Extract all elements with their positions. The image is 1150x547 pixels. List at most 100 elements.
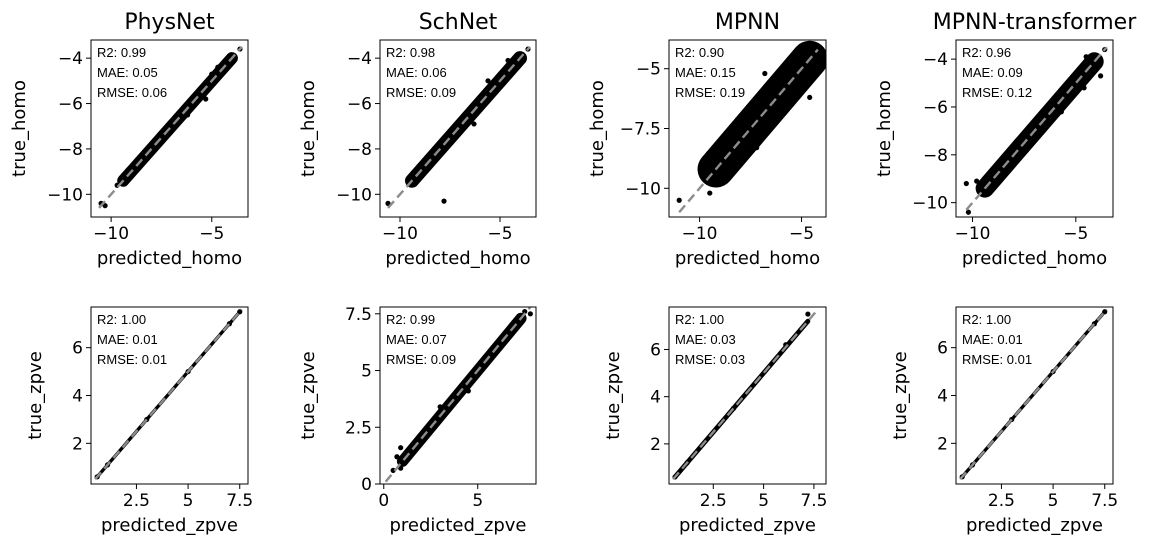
x-axis-label: predicted_zpve bbox=[679, 515, 816, 536]
stats-mae: MAE: 0.09 bbox=[962, 65, 1023, 80]
scatter-point bbox=[471, 121, 477, 127]
scatter-point bbox=[527, 311, 533, 317]
x-tick-label: −10 bbox=[955, 224, 991, 244]
y-tick-label: −6 bbox=[58, 95, 83, 115]
identity-line bbox=[959, 308, 1108, 481]
y-tick-label: −5 bbox=[636, 60, 661, 80]
x-tick-label: −5 bbox=[199, 224, 224, 244]
stats-mae: MAE: 0.06 bbox=[386, 65, 447, 80]
plot-area bbox=[676, 40, 826, 213]
scatter-point bbox=[522, 308, 528, 315]
x-tick-label: 5 bbox=[183, 491, 194, 511]
scatter-point bbox=[398, 445, 404, 451]
y-tick-label: 2.5 bbox=[345, 418, 372, 438]
stats-mae: MAE: 0.01 bbox=[962, 332, 1023, 347]
scatter-point bbox=[754, 145, 760, 151]
subplot-4: MPNN-transformer −10 −5 −10 −8 −6 −4 predicted_… bbox=[874, 10, 1137, 269]
plot-area bbox=[385, 46, 531, 209]
x-tick-label: 5 bbox=[758, 491, 769, 511]
scatter-point bbox=[676, 197, 682, 203]
y-axis-label: true_homo bbox=[298, 80, 319, 177]
point-cloud bbox=[95, 312, 240, 479]
x-tick-label: 0 bbox=[378, 491, 389, 511]
scatter-point bbox=[762, 70, 768, 77]
x-tick-label: −5 bbox=[1063, 224, 1088, 244]
subplot-7: 2.5 5 7.5 2 4 6 predicted_zpve true_zpve R2: 1.0… bbox=[603, 306, 827, 536]
y-axis-label: true_zpve bbox=[25, 351, 46, 440]
x-axis-label: predicted_homo bbox=[962, 248, 1107, 269]
y-tick-label: 6 bbox=[937, 339, 948, 359]
y-tick-label: 4 bbox=[937, 387, 948, 407]
identity-line bbox=[94, 308, 243, 481]
stats-r2: R2: 1.00 bbox=[962, 312, 1011, 327]
y-tick-label: 6 bbox=[650, 340, 661, 360]
identity-line bbox=[387, 46, 531, 209]
x-axis-label: predicted_homo bbox=[97, 248, 242, 269]
stats-r2: R2: 0.90 bbox=[675, 45, 724, 60]
stats-rmse: RMSE: 0.09 bbox=[386, 352, 456, 367]
scatter-point bbox=[798, 49, 805, 55]
x-tick-label: 2.5 bbox=[988, 491, 1015, 511]
y-tick-label: −10 bbox=[625, 179, 661, 199]
scatter-point bbox=[1098, 73, 1104, 79]
x-tick-label: 5 bbox=[1048, 491, 1059, 511]
x-tick-label: 2.5 bbox=[123, 491, 150, 511]
scatter-point bbox=[513, 62, 519, 68]
stats-rmse: RMSE: 0.01 bbox=[97, 352, 167, 367]
stats-r2: R2: 0.99 bbox=[97, 45, 146, 60]
scatter-point bbox=[215, 64, 221, 70]
stats-rmse: RMSE: 0.12 bbox=[962, 85, 1032, 100]
x-tick-label: 2.5 bbox=[700, 491, 727, 511]
scatter-point bbox=[805, 311, 811, 317]
y-tick-label: −10 bbox=[912, 194, 948, 214]
subplot-8: 2.5 5 7.5 2 4 6 predicted_zpve true_zpve R2: 1.0… bbox=[890, 306, 1118, 536]
stats-mae: MAE: 0.05 bbox=[97, 65, 158, 80]
subplot-5: 2.5 5 7.5 2 4 6 predicted_zpve true_zpve R2: 1.0… bbox=[25, 306, 253, 536]
y-tick-label: −4 bbox=[58, 49, 83, 69]
x-tick-label: −10 bbox=[682, 224, 718, 244]
scatter-point bbox=[209, 71, 215, 77]
y-axis-label: true_zpve bbox=[890, 351, 911, 440]
scatter-point bbox=[974, 178, 980, 184]
axes-frame bbox=[379, 306, 537, 485]
subplot-2: SchNet −10 −5 −10 −8 −6 −4 predicted_homo true_h… bbox=[298, 10, 537, 269]
stats-rmse: RMSE: 0.19 bbox=[675, 85, 745, 100]
axes-frame bbox=[379, 39, 537, 218]
scatter-point bbox=[707, 190, 713, 196]
scatter-point bbox=[963, 180, 969, 187]
scatter-point bbox=[807, 94, 813, 101]
point-cloud bbox=[960, 312, 1105, 479]
axes-frame bbox=[955, 39, 1114, 218]
y-tick-label: −4 bbox=[347, 49, 372, 69]
y-tick-label: 5 bbox=[361, 362, 372, 382]
y-tick-label: 2 bbox=[72, 434, 83, 454]
plot-area bbox=[94, 308, 243, 481]
stats-rmse: RMSE: 0.01 bbox=[962, 352, 1032, 367]
scatter-point bbox=[1058, 109, 1064, 115]
stats-r2: R2: 0.96 bbox=[962, 45, 1011, 60]
axes-frame bbox=[668, 306, 827, 485]
subplot-3: MPNN −10 −5 −10 −7.5 −5 predicted_homo true_hom… bbox=[587, 10, 827, 269]
plot-area bbox=[959, 308, 1108, 481]
scatter-point bbox=[465, 388, 471, 394]
subplot-title: MPNN-transformer bbox=[933, 10, 1137, 35]
scatter-point bbox=[1081, 85, 1087, 91]
subplot-title: MPNN bbox=[715, 10, 780, 35]
subplot-1: PhysNet −10 −5 −10 −8 −6 −4 predicted_homo true_… bbox=[9, 10, 249, 269]
scatter-point bbox=[505, 57, 511, 64]
x-axis-label: predicted_zpve bbox=[966, 515, 1103, 536]
identity-line bbox=[98, 46, 243, 209]
scatter-point bbox=[965, 209, 971, 215]
y-tick-label: 2 bbox=[937, 434, 948, 454]
stats-mae: MAE: 0.03 bbox=[675, 332, 736, 347]
x-tick-label: −10 bbox=[382, 224, 418, 244]
plot-area bbox=[98, 46, 243, 209]
stats-rmse: RMSE: 0.03 bbox=[675, 352, 745, 367]
y-tick-label: 4 bbox=[72, 387, 83, 407]
stats-r2: R2: 0.99 bbox=[386, 312, 435, 327]
subplot-6: 0 5 0 2.5 5 7.5 predicted_zpve true_zpve R2: 0.9… bbox=[298, 305, 537, 536]
x-tick-label: 7.5 bbox=[800, 491, 827, 511]
scatter-point bbox=[1102, 309, 1108, 315]
plot-area bbox=[384, 307, 533, 483]
